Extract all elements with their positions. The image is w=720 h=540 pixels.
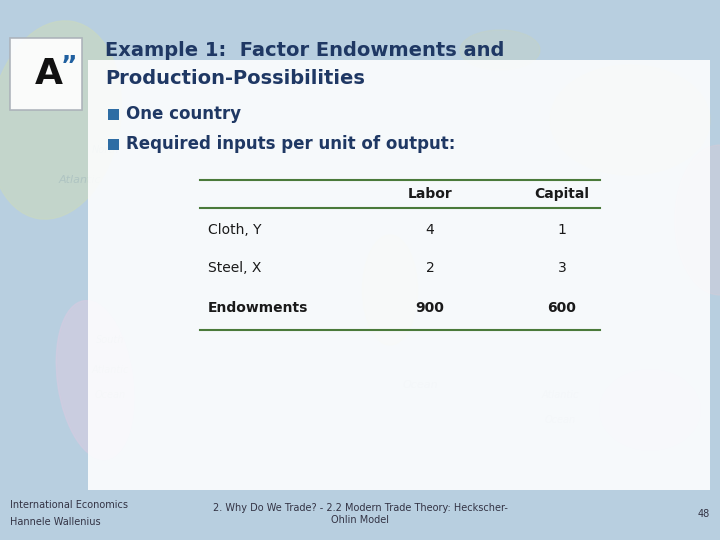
Text: Atlantic: Atlantic — [59, 175, 102, 185]
Text: 48: 48 — [698, 509, 710, 519]
Text: 2: 2 — [426, 261, 434, 275]
Ellipse shape — [0, 21, 122, 219]
Text: A: A — [35, 57, 63, 91]
Text: Cloth, Y: Cloth, Y — [208, 223, 261, 237]
Ellipse shape — [675, 145, 720, 295]
Text: Endowments: Endowments — [208, 301, 308, 315]
Text: Atlantic: Atlantic — [91, 365, 129, 375]
Text: South: South — [96, 335, 124, 345]
FancyBboxPatch shape — [108, 139, 119, 150]
Text: Steel, X: Steel, X — [208, 261, 261, 275]
Text: International Economics: International Economics — [10, 500, 128, 510]
Text: Required inputs per unit of output:: Required inputs per unit of output: — [126, 135, 455, 153]
Text: 900: 900 — [415, 301, 444, 315]
Ellipse shape — [362, 235, 418, 345]
Ellipse shape — [600, 370, 700, 450]
Text: Ocean: Ocean — [94, 390, 125, 400]
Text: Atlantic: Atlantic — [541, 390, 579, 400]
Text: 3: 3 — [557, 261, 567, 275]
Text: Ocean: Ocean — [544, 415, 575, 425]
Ellipse shape — [56, 301, 134, 460]
Text: Hannele Wallenius: Hannele Wallenius — [10, 517, 101, 527]
Text: North: North — [91, 145, 119, 155]
Text: Ocean: Ocean — [402, 380, 438, 390]
Ellipse shape — [550, 65, 710, 175]
Text: 1: 1 — [557, 223, 567, 237]
FancyBboxPatch shape — [88, 60, 710, 490]
Text: 600: 600 — [548, 301, 577, 315]
Text: Capital: Capital — [534, 187, 590, 201]
Text: Labor: Labor — [408, 187, 452, 201]
Text: 2. Why Do We Trade? - 2.2 Modern Trade Theory: Heckscher-
Ohlin Model: 2. Why Do We Trade? - 2.2 Modern Trade T… — [212, 503, 508, 525]
FancyBboxPatch shape — [108, 109, 119, 120]
Text: ”: ” — [61, 54, 78, 78]
Ellipse shape — [460, 30, 540, 70]
FancyBboxPatch shape — [10, 38, 82, 110]
Text: 4: 4 — [426, 223, 434, 237]
Text: One country: One country — [126, 105, 241, 123]
Text: Production-Possibilities: Production-Possibilities — [105, 70, 365, 89]
Text: Example 1:  Factor Endowments and: Example 1: Factor Endowments and — [105, 40, 505, 59]
